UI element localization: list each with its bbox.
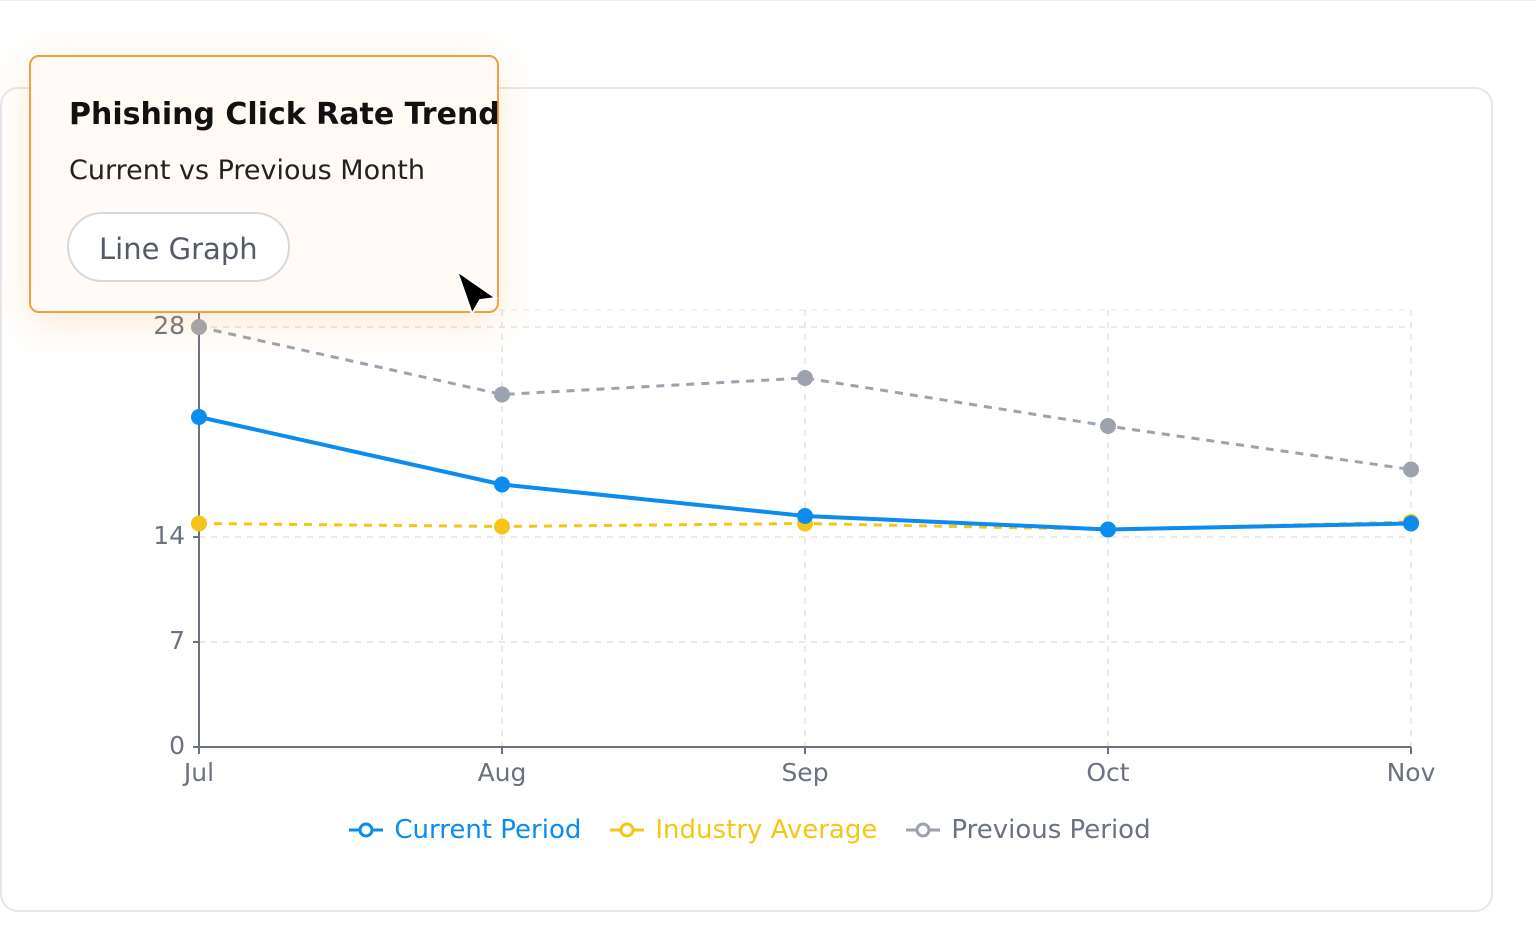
y-tick-label: 7 xyxy=(169,626,185,655)
data-point xyxy=(1100,418,1116,434)
data-point xyxy=(494,386,510,403)
data-point xyxy=(1403,515,1419,532)
legend-item[interactable]: Previous Period xyxy=(905,815,1151,845)
data-point xyxy=(494,476,510,493)
y-tick-label: 14 xyxy=(153,521,185,550)
legend-icon xyxy=(906,822,941,838)
legend-item[interactable]: Current Period xyxy=(348,815,581,845)
legend-label: Industry Average xyxy=(655,815,878,845)
info-panel: Phishing Click Rate Trend Current vs Pre… xyxy=(29,55,500,313)
panel-subtitle: Current vs Previous Month xyxy=(69,155,425,186)
x-tick-label: Nov xyxy=(1387,758,1436,787)
cursor xyxy=(455,268,499,317)
data-point xyxy=(494,518,510,535)
series-line xyxy=(198,325,1412,471)
panel-title: Phishing Click Rate Trend xyxy=(69,97,500,132)
legend-icon xyxy=(610,822,645,838)
legend-item[interactable]: Industry Average xyxy=(609,815,877,845)
legend-label: Current Period xyxy=(394,815,582,845)
x-tick-label: Aug xyxy=(478,758,527,787)
legend-icon xyxy=(349,822,384,838)
x-tick-label: Jul xyxy=(182,758,214,787)
x-tick-label: Sep xyxy=(781,758,828,787)
legend-icon-dot xyxy=(358,822,374,838)
legend: Current Period Industry Average Previous P… xyxy=(0,815,1495,845)
data-point xyxy=(191,409,207,425)
data-point xyxy=(191,515,207,532)
cursor-arrow xyxy=(455,268,499,317)
divider xyxy=(0,0,1536,1)
data-point xyxy=(191,319,207,335)
data-point xyxy=(797,370,813,386)
legend-icon-dot xyxy=(915,822,931,838)
data-point xyxy=(797,508,813,524)
legend-icon-dot xyxy=(619,822,635,838)
y-tick-label: 0 xyxy=(169,731,185,760)
data-point xyxy=(1403,461,1419,478)
chart-type-badge[interactable]: Line Graph xyxy=(67,212,290,282)
x-tick-label: Oct xyxy=(1086,758,1129,787)
legend-label: Previous Period xyxy=(951,815,1151,845)
y-tick-label: 28 xyxy=(153,311,185,340)
data-point xyxy=(1100,521,1116,538)
